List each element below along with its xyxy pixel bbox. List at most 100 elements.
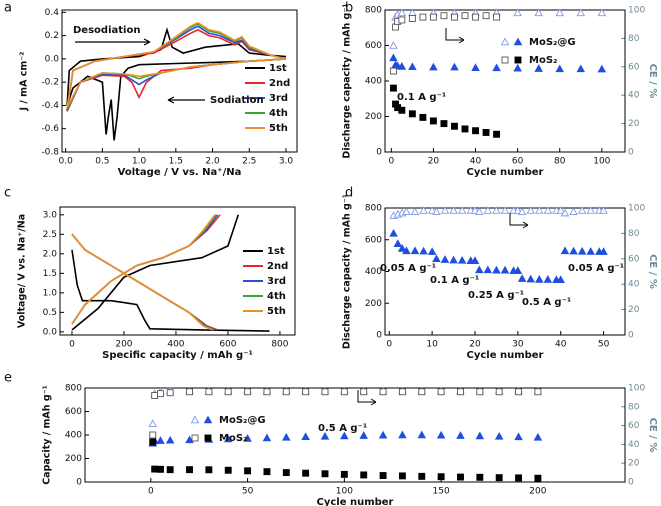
marker (165, 435, 175, 444)
marker (301, 432, 310, 441)
y-tick-label: 600 (365, 41, 382, 51)
x-axis-label: Cycle number (466, 350, 543, 361)
legend-label: MoS₂@G (529, 37, 576, 48)
marker (449, 255, 458, 264)
marker (223, 434, 233, 443)
x-tick-label: 0 (386, 340, 392, 350)
marker (410, 207, 420, 216)
x-tick-label: 20 (428, 157, 440, 167)
y-tick-label: 200 (65, 454, 82, 464)
x-tick-label: 10 (426, 340, 438, 350)
y-tick-label: 200 (365, 112, 382, 122)
marker (402, 246, 411, 255)
legend-label: 2nd (269, 78, 290, 89)
marker (389, 228, 398, 237)
y2-tick-label: 100 (628, 6, 645, 16)
marker (483, 206, 493, 214)
y-tick-label: 800 (365, 6, 382, 16)
x-tick-label: 0 (69, 340, 75, 350)
y-tick-label: 600 (365, 235, 382, 245)
legend-label: MoS₂@G (219, 415, 266, 426)
marker (482, 129, 490, 136)
marker (393, 239, 403, 247)
marker (577, 206, 587, 214)
legend-label: 2nd (267, 261, 288, 272)
marker (224, 388, 232, 396)
x-tick-label: 0.5 (95, 157, 109, 167)
marker (321, 470, 329, 478)
y2-tick-label: 60 (628, 421, 640, 431)
marker (149, 438, 157, 446)
plot-frame (61, 9, 298, 153)
marker (472, 127, 479, 135)
marker (494, 431, 504, 440)
marker (360, 388, 368, 396)
marker (389, 84, 397, 92)
marker (500, 206, 510, 214)
legend-marker (203, 415, 213, 424)
x-tick-label: 30 (512, 340, 524, 350)
x-tick-label: 80 (554, 157, 566, 167)
marker (493, 13, 501, 21)
annotation: 0.25 A g⁻¹ (468, 290, 524, 301)
marker (157, 390, 164, 398)
marker (410, 246, 420, 255)
marker (513, 63, 522, 72)
x-tick-label: 1.0 (132, 157, 147, 167)
marker (513, 8, 522, 17)
marker (244, 388, 252, 396)
line (66, 21, 287, 109)
arrow (167, 96, 205, 104)
marker (555, 64, 565, 73)
marker (556, 275, 565, 284)
x-tick-label: 2.0 (205, 157, 220, 167)
x-axis-label: Cycle number (316, 497, 393, 506)
y2-tick-label: 80 (628, 34, 640, 44)
marker (378, 430, 388, 439)
marker (470, 256, 480, 264)
legend-label: 3rd (267, 276, 286, 287)
y-tick-label: 2.5 (43, 230, 57, 240)
marker (340, 388, 348, 396)
marker (555, 8, 565, 17)
x-tick-label: 1.5 (169, 157, 183, 167)
marker (493, 130, 501, 138)
x-tick-label: 3.0 (279, 157, 294, 167)
marker (186, 466, 193, 474)
x-axis-label: Cycle number (466, 167, 543, 178)
marker (586, 247, 595, 255)
marker (440, 206, 450, 214)
y2-tick-label: 40 (628, 280, 640, 290)
marker (321, 388, 329, 396)
marker (457, 388, 464, 396)
marker (419, 246, 428, 255)
marker (495, 388, 503, 396)
marker (526, 206, 535, 214)
marker (398, 472, 406, 480)
plot-frame (84, 387, 626, 483)
marker (526, 274, 535, 283)
marker (597, 64, 607, 73)
y-tick-label: -0.2 (41, 78, 59, 88)
marker (148, 419, 158, 427)
marker (379, 472, 387, 479)
marker (451, 13, 458, 21)
marker (482, 12, 490, 20)
legend-label: 1st (267, 246, 285, 257)
marker (476, 388, 484, 396)
annotation: 0.1 A g⁻¹ (430, 275, 479, 286)
x-tick-label: 2.5 (242, 157, 256, 167)
legend-label: 1st (269, 63, 287, 74)
marker (282, 388, 290, 396)
marker (440, 120, 448, 128)
marker (513, 266, 523, 274)
y-tick-label: 0.5 (43, 308, 57, 318)
annotation: 0.1 A g⁻¹ (397, 92, 446, 103)
x-tick-label: 50 (598, 340, 610, 350)
x-tick-label: 0 (148, 487, 154, 497)
panel-label: c (4, 186, 11, 201)
marker (440, 12, 448, 20)
marker (151, 465, 159, 473)
marker (398, 106, 406, 114)
